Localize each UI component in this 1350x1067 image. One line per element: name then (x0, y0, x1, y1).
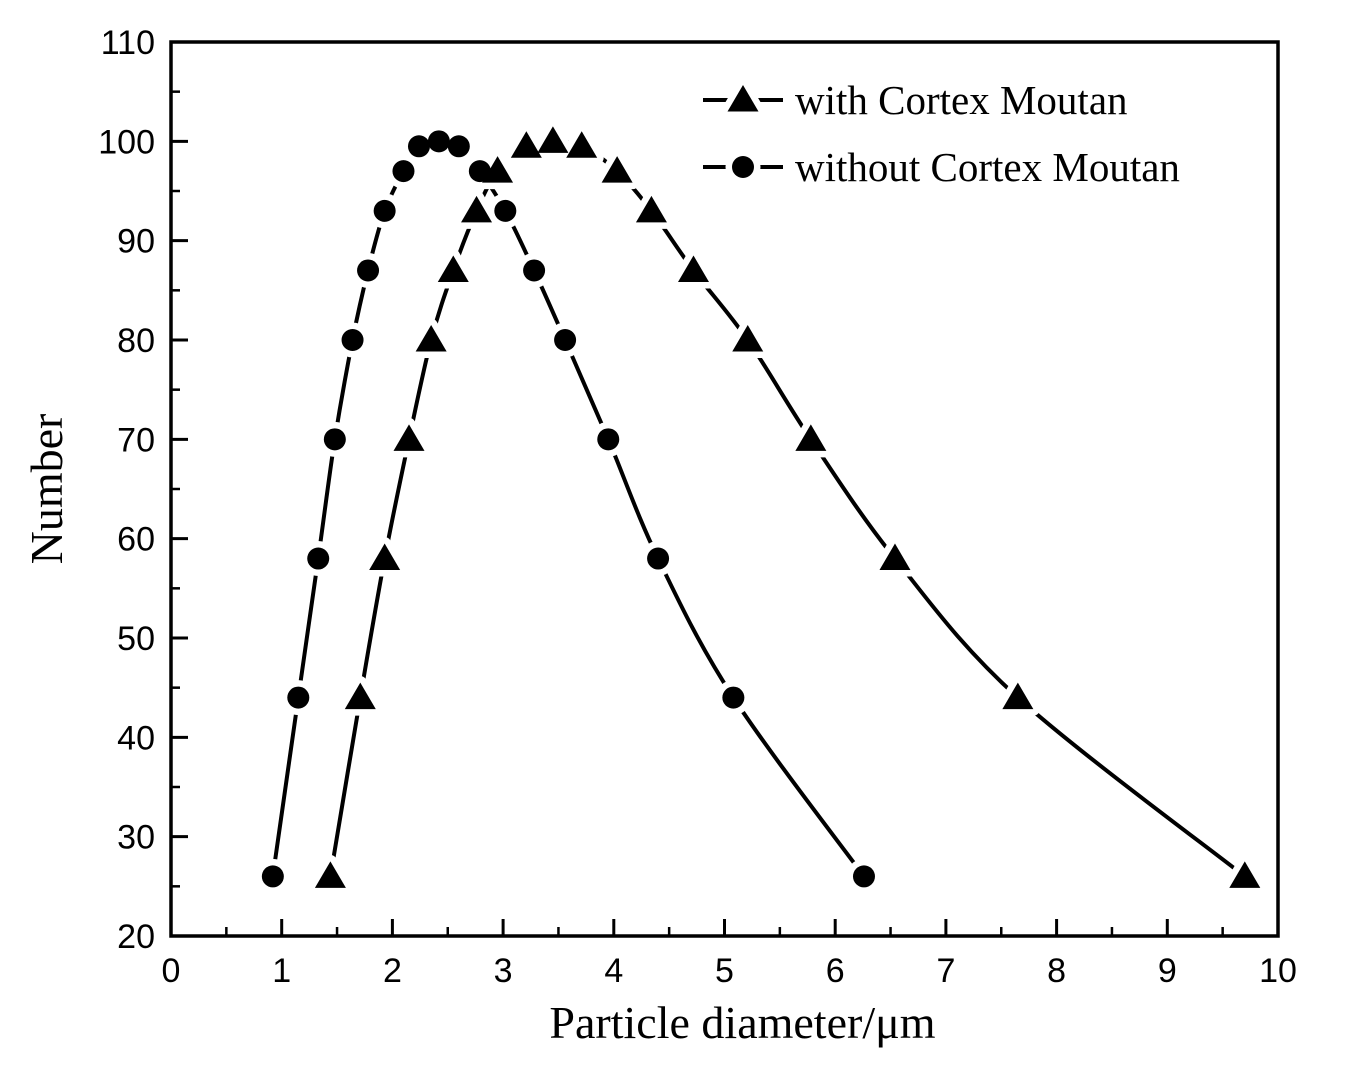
triangle-marker-icon (732, 325, 764, 352)
y-tick-label: 50 (117, 620, 155, 658)
x-axis-title: Particle diameter/μm (549, 997, 935, 1048)
circle-marker-icon (597, 428, 620, 451)
x-tick-label: 6 (826, 952, 845, 990)
triangle-marker-icon (393, 424, 425, 451)
legend-label-1: with Cortex Moutan (795, 77, 1128, 123)
y-tick-label: 70 (117, 421, 155, 459)
circle-marker-icon (523, 259, 546, 282)
x-tick-label: 1 (272, 952, 291, 990)
y-tick-label: 40 (117, 719, 155, 757)
x-tick-label: 4 (604, 952, 623, 990)
y-tick-label: 60 (117, 521, 155, 559)
triangle-marker-icon (537, 126, 569, 153)
triangle-marker-icon (635, 195, 667, 223)
circle-marker-icon (392, 160, 415, 183)
triangle-marker-icon (566, 131, 598, 158)
y-tick-label: 100 (98, 123, 155, 161)
circle-marker-icon (287, 686, 310, 709)
circle-marker-icon (373, 199, 396, 222)
triangle-marker-icon (1002, 682, 1034, 710)
y-tick-label: 80 (117, 322, 155, 360)
triangle-marker-icon (482, 156, 514, 183)
triangle-marker-icon (461, 195, 493, 223)
circle-marker-icon (427, 130, 450, 153)
circle-marker-icon (554, 329, 577, 351)
circle-marker-icon (447, 135, 470, 158)
circle-marker-icon (357, 259, 380, 282)
triangle-marker-icon (415, 325, 447, 352)
legend-label-2: without Cortex Moutan (795, 144, 1180, 190)
circle-marker-icon (261, 865, 284, 888)
triangle-marker-icon (369, 543, 401, 571)
circle-marker-icon (852, 865, 875, 888)
circle-marker-icon (494, 199, 517, 222)
circle-marker-icon (722, 686, 745, 709)
x-tick-label: 5 (715, 952, 734, 990)
y-tick-label: 90 (117, 223, 155, 261)
x-tick-label: 0 (162, 952, 181, 990)
triangle-marker-icon (344, 682, 376, 710)
x-tick-label: 10 (1259, 952, 1297, 990)
x-tick-label: 3 (494, 952, 513, 990)
y-tick-label: 110 (101, 24, 155, 62)
circle-marker-icon (323, 428, 346, 451)
circle-marker-icon (468, 160, 491, 183)
circle-marker-icon (341, 329, 364, 351)
legend-triangle-icon (727, 85, 759, 112)
x-tick-label: 7 (936, 952, 955, 990)
y-tick-label: 20 (117, 918, 155, 956)
x-tick-label: 9 (1158, 952, 1177, 990)
legend-circle-icon (732, 156, 754, 178)
triangle-marker-icon (314, 861, 346, 888)
triangle-marker-icon (795, 424, 827, 451)
circle-marker-icon (647, 547, 670, 570)
circle-marker-icon (407, 135, 430, 158)
x-tick-label: 8 (1047, 952, 1066, 990)
triangle-marker-icon (1229, 861, 1261, 888)
triangle-marker-icon (678, 255, 710, 282)
circle-marker-icon (307, 547, 330, 570)
triangle-marker-icon (601, 156, 633, 183)
triangle-marker-icon (879, 543, 911, 571)
y-axis-title: Number (21, 414, 72, 565)
triangle-marker-icon (510, 131, 542, 158)
x-tick-label: 2 (383, 952, 402, 990)
y-tick-label: 30 (117, 819, 155, 857)
triangle-marker-icon (437, 255, 469, 282)
